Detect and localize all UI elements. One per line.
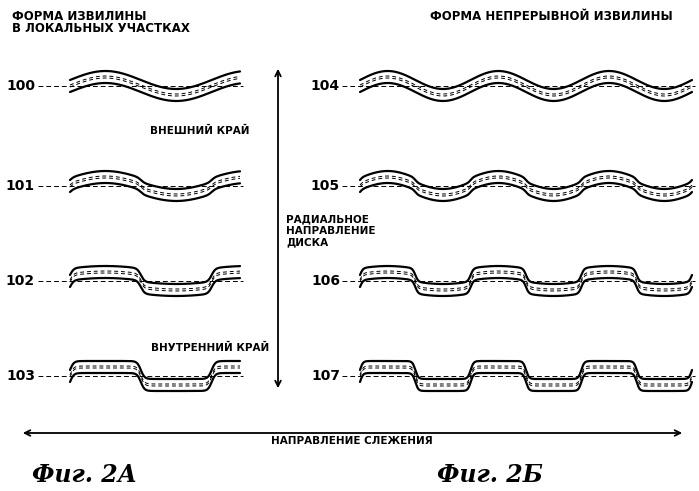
Text: НАПРАВЛЕНИЕ СЛЕЖЕНИЯ: НАПРАВЛЕНИЕ СЛЕЖЕНИЯ — [271, 436, 433, 446]
Text: Фиг. 2А: Фиг. 2А — [32, 463, 138, 487]
Text: 102: 102 — [6, 274, 35, 288]
Text: 103: 103 — [6, 369, 35, 383]
Text: 105: 105 — [311, 179, 340, 193]
Text: ВНУТРЕННИЙ КРАЙ: ВНУТРЕННИЙ КРАЙ — [151, 343, 269, 353]
Text: В ЛОКАЛЬНЫХ УЧАСТКАХ: В ЛОКАЛЬНЫХ УЧАСТКАХ — [12, 22, 190, 35]
Text: ФОРМА ИЗВИЛИНЫ: ФОРМА ИЗВИЛИНЫ — [12, 10, 147, 23]
Text: ФОРМА НЕПРЕРЫВНОЙ ИЗВИЛИНЫ: ФОРМА НЕПРЕРЫВНОЙ ИЗВИЛИНЫ — [430, 10, 672, 23]
Text: РАДИАЛЬНОЕ
НАПРАВЛЕНИЕ
ДИСКА: РАДИАЛЬНОЕ НАПРАВЛЕНИЕ ДИСКА — [286, 215, 375, 247]
Text: 104: 104 — [311, 79, 340, 93]
Text: Фиг. 2Б: Фиг. 2Б — [437, 463, 543, 487]
Text: ВНЕШНИЙ КРАЙ: ВНЕШНИЙ КРАЙ — [150, 126, 250, 136]
Text: 106: 106 — [311, 274, 340, 288]
Text: 100: 100 — [6, 79, 35, 93]
Text: 101: 101 — [6, 179, 35, 193]
Text: 107: 107 — [311, 369, 340, 383]
